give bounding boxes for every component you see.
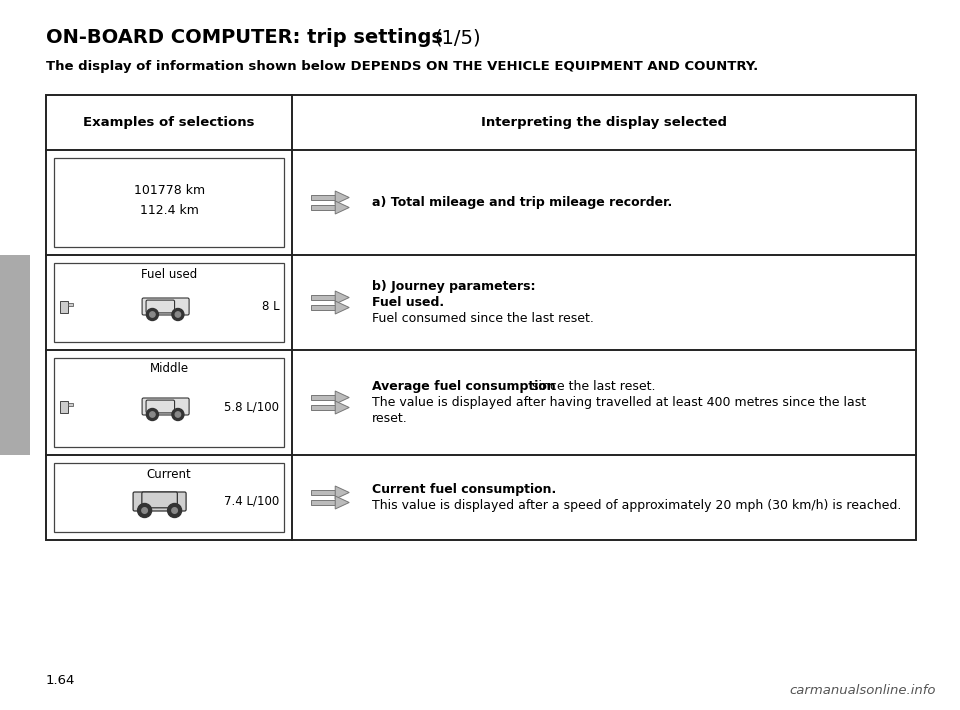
Polygon shape bbox=[335, 291, 349, 304]
Text: Fuel consumed since the last reset.: Fuel consumed since the last reset. bbox=[372, 312, 594, 325]
Circle shape bbox=[150, 312, 156, 317]
Text: a) Total mileage and trip mileage recorder.: a) Total mileage and trip mileage record… bbox=[372, 196, 672, 209]
Text: 1.64: 1.64 bbox=[46, 674, 76, 687]
Text: carmanualsonline.info: carmanualsonline.info bbox=[789, 684, 936, 697]
Circle shape bbox=[146, 408, 158, 420]
Bar bbox=[311, 195, 335, 200]
Text: (1/5): (1/5) bbox=[434, 28, 481, 47]
Polygon shape bbox=[335, 496, 349, 509]
Text: Middle: Middle bbox=[150, 363, 189, 376]
Text: The display of information shown below DEPENDS ON THE VEHICLE EQUIPMENT AND COUN: The display of information shown below D… bbox=[46, 60, 758, 73]
Circle shape bbox=[172, 508, 178, 513]
Text: 7.4 L/100: 7.4 L/100 bbox=[224, 495, 279, 508]
Polygon shape bbox=[335, 391, 349, 404]
Polygon shape bbox=[335, 486, 349, 499]
FancyBboxPatch shape bbox=[142, 492, 178, 508]
Circle shape bbox=[168, 503, 181, 518]
FancyBboxPatch shape bbox=[142, 298, 189, 315]
Circle shape bbox=[176, 312, 180, 317]
Text: Fuel used.: Fuel used. bbox=[372, 296, 444, 309]
FancyBboxPatch shape bbox=[146, 300, 175, 313]
Circle shape bbox=[150, 412, 156, 417]
Polygon shape bbox=[335, 401, 349, 414]
Bar bbox=[311, 500, 335, 505]
Bar bbox=[60, 300, 68, 312]
Polygon shape bbox=[335, 201, 349, 214]
Circle shape bbox=[172, 408, 184, 420]
Text: b) Journey parameters:: b) Journey parameters: bbox=[372, 280, 536, 293]
Bar bbox=[311, 490, 335, 495]
Circle shape bbox=[172, 309, 184, 320]
Polygon shape bbox=[335, 191, 349, 204]
Text: 5.8 L/100: 5.8 L/100 bbox=[225, 400, 279, 413]
Text: Fuel used: Fuel used bbox=[141, 268, 197, 280]
FancyBboxPatch shape bbox=[146, 400, 175, 413]
Text: reset.: reset. bbox=[372, 412, 408, 425]
Bar bbox=[68, 403, 73, 405]
Text: Interpreting the display selected: Interpreting the display selected bbox=[481, 116, 727, 129]
Bar bbox=[311, 205, 335, 210]
Text: This value is displayed after a speed of approximately 20 mph (30 km/h) is reach: This value is displayed after a speed of… bbox=[372, 499, 901, 512]
Bar bbox=[54, 463, 284, 532]
Text: Average fuel consumption: Average fuel consumption bbox=[372, 380, 556, 393]
Bar bbox=[0, 255, 30, 455]
Text: 8 L: 8 L bbox=[261, 300, 279, 313]
Bar bbox=[46, 95, 916, 540]
Bar bbox=[60, 400, 68, 413]
Circle shape bbox=[137, 503, 152, 518]
Text: Examples of selections: Examples of selections bbox=[84, 116, 254, 129]
Circle shape bbox=[142, 508, 148, 513]
FancyBboxPatch shape bbox=[133, 492, 186, 511]
Bar bbox=[54, 158, 284, 247]
Text: 101778 km: 101778 km bbox=[133, 184, 204, 197]
Text: 112.4 km: 112.4 km bbox=[139, 204, 199, 217]
Bar bbox=[311, 295, 335, 300]
Bar bbox=[54, 358, 284, 447]
Text: ON-BOARD COMPUTER: trip settings: ON-BOARD COMPUTER: trip settings bbox=[46, 28, 449, 47]
Text: Current fuel consumption.: Current fuel consumption. bbox=[372, 483, 557, 496]
Bar bbox=[311, 395, 335, 400]
FancyBboxPatch shape bbox=[142, 398, 189, 415]
Circle shape bbox=[176, 412, 180, 417]
Circle shape bbox=[146, 309, 158, 320]
Bar bbox=[311, 305, 335, 310]
Polygon shape bbox=[335, 301, 349, 314]
Bar bbox=[311, 405, 335, 410]
Text: The value is displayed after having travelled at least 400 metres since the last: The value is displayed after having trav… bbox=[372, 396, 866, 409]
Text: since the last reset.: since the last reset. bbox=[528, 380, 656, 393]
Text: Current: Current bbox=[147, 467, 191, 481]
Bar bbox=[68, 302, 73, 305]
Bar bbox=[54, 263, 284, 342]
